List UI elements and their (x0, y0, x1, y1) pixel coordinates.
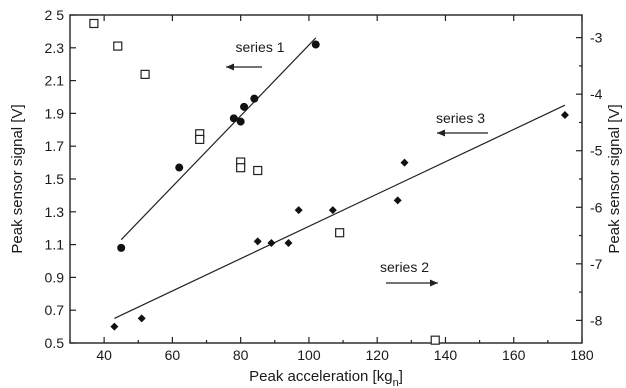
series-1-arrow-head (226, 63, 234, 71)
series-3-point (560, 111, 569, 120)
series-1-label: series 1 (235, 39, 284, 55)
y-right-tick-label: -6 (590, 199, 603, 215)
series-3-point (137, 314, 146, 323)
y-right-tick-label: -3 (590, 30, 603, 46)
series-1-point (240, 102, 249, 111)
series-2-arrow-head (430, 279, 438, 287)
fit-line-series-3 (114, 104, 566, 319)
y-right-tick-label: -5 (590, 143, 603, 159)
y-left-tick-label: 2.3 (45, 40, 65, 56)
series-2-point (113, 41, 123, 51)
x-tick-label: 60 (165, 347, 181, 363)
series-3-point (328, 206, 337, 215)
series-3-label: series 3 (436, 110, 485, 126)
y-left-tick-label: 1.9 (45, 105, 65, 121)
series-2-label: series 2 (380, 259, 429, 275)
y-left-tick-label: 2.1 (45, 73, 65, 89)
fit-lines (114, 37, 566, 319)
series-2-point (236, 163, 246, 173)
x-tick-label: 180 (570, 347, 594, 363)
series-2-point (89, 18, 99, 29)
y-left-tick-label: 1.7 (45, 138, 65, 154)
y-axis-left-title: Peak sensor signal [V] (9, 104, 26, 253)
y-axis-right-title: Peak sensor signal [V] (606, 104, 623, 253)
x-tick-label: 160 (502, 347, 526, 363)
x-tick-label: 40 (96, 347, 112, 363)
y-left-tick-label: 1.5 (45, 171, 65, 187)
series-1-point (236, 117, 245, 126)
y-right-tick-label: -4 (590, 86, 603, 102)
y-left-tick-label: 1.1 (45, 237, 65, 253)
series-3-point (253, 237, 262, 246)
series-1-point (175, 163, 184, 172)
x-tick-label: 80 (233, 347, 249, 363)
series-2-point (335, 228, 345, 238)
x-tick-label: 100 (297, 347, 321, 363)
series-2-point (195, 134, 205, 145)
y-left-tick-label: 0.9 (45, 269, 65, 285)
y-left-tick-label: 0.5 (45, 335, 65, 351)
y-left-tick-label: 0.7 (45, 302, 65, 318)
x-tick-label: 140 (434, 347, 458, 363)
series-2-point (430, 335, 440, 345)
fit-line-series-1 (120, 37, 317, 241)
y-right-tick-label: -8 (590, 312, 603, 328)
x-axis-title: Peak acceleration [kgn] (249, 368, 403, 388)
x-axis-title-subscript: n (393, 377, 399, 388)
series-3-point (393, 196, 402, 205)
series-labels: series 1 series 2 series 3 (226, 39, 488, 287)
series-3-point (284, 238, 293, 247)
series-2-point (253, 165, 263, 176)
series-1-point (311, 40, 320, 49)
data-markers (89, 18, 569, 345)
series-2-point (140, 69, 150, 79)
y-left-tick-label: 2 5 (45, 7, 65, 23)
series-3-point (110, 322, 119, 331)
series-3-point (400, 158, 409, 167)
y-left-tick-label: 1.3 (45, 204, 65, 220)
series-1-point (250, 94, 259, 103)
x-tick-label: 120 (366, 347, 390, 363)
axes: 40 60 80 100 120 140 160 180 0.5 0.7 0.9 1.1 1.3 1.5 1… (45, 7, 603, 363)
series-3-arrow-head (437, 129, 445, 137)
series-1-point (117, 243, 126, 252)
series-1-point (229, 114, 238, 123)
y-right-tick-label: -7 (590, 256, 603, 272)
series-3-point (267, 238, 276, 247)
series-3-point (294, 206, 303, 215)
plot-frame (69, 14, 583, 344)
